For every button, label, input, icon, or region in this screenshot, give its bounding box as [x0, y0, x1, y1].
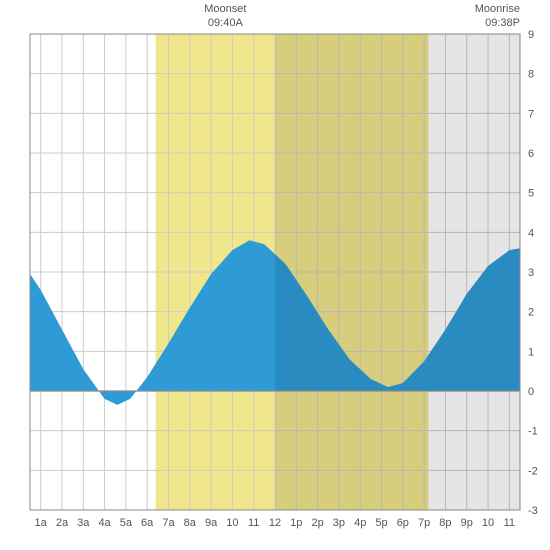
svg-text:2p: 2p: [311, 517, 323, 529]
chart-svg: 1a2a3a4a5a6a7a8a9a1011121p2p3p4p5p6p7p8p…: [0, 0, 550, 550]
svg-text:7p: 7p: [418, 517, 430, 529]
svg-text:1a: 1a: [35, 517, 48, 529]
svg-text:2a: 2a: [56, 517, 69, 529]
svg-text:5a: 5a: [120, 517, 133, 529]
svg-text:10: 10: [482, 517, 494, 529]
moonset-annotation: Moonset 09:40A: [204, 2, 246, 31]
svg-text:11: 11: [504, 517, 515, 529]
svg-text:4: 4: [528, 227, 534, 239]
moonset-time: 09:40A: [204, 16, 246, 30]
svg-text:8p: 8p: [439, 517, 451, 529]
svg-text:5: 5: [528, 188, 534, 200]
svg-text:9p: 9p: [461, 517, 473, 529]
svg-text:9a: 9a: [205, 517, 218, 529]
tide-chart: 1a2a3a4a5a6a7a8a9a1011121p2p3p4p5p6p7p8p…: [0, 0, 550, 550]
svg-text:12: 12: [269, 517, 281, 529]
svg-text:6: 6: [528, 148, 534, 160]
moonrise-label: Moonrise: [475, 2, 520, 16]
svg-text:7: 7: [528, 108, 534, 120]
svg-text:6a: 6a: [141, 517, 154, 529]
svg-text:4p: 4p: [354, 517, 366, 529]
svg-text:11: 11: [248, 517, 259, 529]
svg-text:10: 10: [226, 517, 238, 529]
moonrise-annotation: Moonrise 09:38P: [475, 2, 520, 31]
svg-text:7a: 7a: [162, 517, 175, 529]
svg-text:6p: 6p: [397, 517, 409, 529]
svg-text:-2: -2: [528, 465, 538, 477]
moonset-label: Moonset: [204, 2, 246, 16]
svg-text:5p: 5p: [375, 517, 387, 529]
svg-text:8: 8: [528, 69, 534, 81]
svg-text:8a: 8a: [184, 517, 197, 529]
svg-text:2: 2: [528, 307, 534, 319]
svg-text:9: 9: [528, 29, 534, 41]
svg-text:-3: -3: [528, 505, 538, 517]
svg-text:-1: -1: [528, 426, 538, 438]
svg-text:3p: 3p: [333, 517, 345, 529]
svg-text:3a: 3a: [77, 517, 90, 529]
svg-text:0: 0: [528, 386, 534, 398]
moonrise-time: 09:38P: [475, 16, 520, 30]
svg-text:3: 3: [528, 267, 534, 279]
svg-text:1: 1: [528, 346, 534, 358]
svg-text:4a: 4a: [98, 517, 111, 529]
svg-text:1p: 1p: [290, 517, 302, 529]
